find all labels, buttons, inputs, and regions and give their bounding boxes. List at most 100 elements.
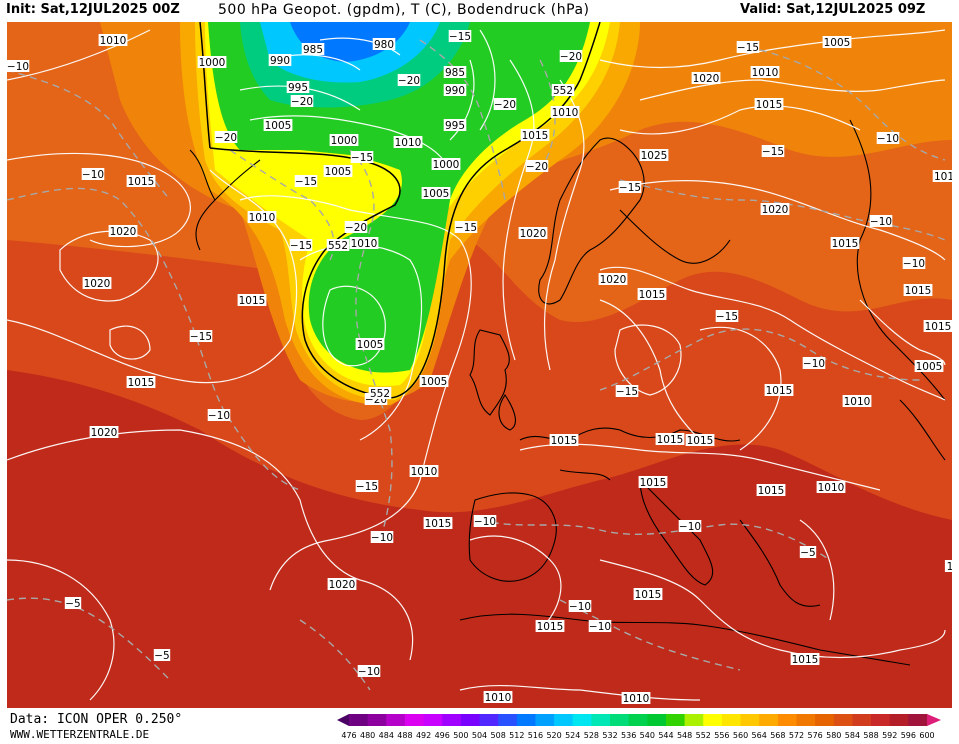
pressure-label: 1015 bbox=[535, 620, 565, 633]
temperature-label: −10 bbox=[473, 515, 497, 528]
svg-text:1015: 1015 bbox=[551, 435, 578, 447]
pressure-label: 990 bbox=[268, 54, 292, 67]
svg-text:1005: 1005 bbox=[421, 376, 448, 388]
svg-text:−20: −20 bbox=[398, 75, 420, 87]
pressure-label: 985 bbox=[301, 43, 325, 56]
legend-tick-label: 488 bbox=[397, 731, 412, 740]
legend-swatch bbox=[889, 714, 909, 726]
pressure-label: 1015 bbox=[423, 517, 453, 530]
legend-tick-label: 588 bbox=[863, 731, 878, 740]
temperature-label: −10 bbox=[869, 215, 893, 228]
svg-text:−10: −10 bbox=[208, 410, 230, 422]
pressure-label: 1015 bbox=[764, 384, 794, 397]
svg-text:1010: 1010 bbox=[552, 107, 579, 119]
svg-text:1005: 1005 bbox=[916, 361, 943, 373]
svg-text:1015: 1015 bbox=[537, 621, 564, 633]
pressure-label: 1010 bbox=[842, 395, 872, 408]
svg-text:1020: 1020 bbox=[84, 278, 111, 290]
legend-tick-label: 516 bbox=[528, 731, 543, 740]
legend-tick-label: 568 bbox=[770, 731, 785, 740]
legend-tick-label: 544 bbox=[658, 731, 673, 740]
temperature-label: −20 bbox=[525, 160, 549, 173]
temperature-label: −10 bbox=[81, 168, 105, 181]
pressure-label: 1015 bbox=[126, 376, 156, 389]
svg-text:1010: 1010 bbox=[818, 482, 845, 494]
legend-swatch bbox=[442, 714, 462, 726]
svg-text:1010: 1010 bbox=[351, 238, 378, 250]
pressure-label: 1005 bbox=[263, 119, 293, 132]
svg-text:1000: 1000 bbox=[199, 57, 226, 69]
svg-text:−20: −20 bbox=[526, 161, 548, 173]
svg-text:−10: −10 bbox=[474, 516, 496, 528]
svg-text:1005: 1005 bbox=[265, 120, 292, 132]
data-source-label: Data: ICON OPER 0.250° bbox=[10, 712, 183, 727]
legend-swatch bbox=[479, 714, 499, 726]
legend-swatch bbox=[572, 714, 592, 726]
pressure-label: 1 bbox=[944, 560, 952, 573]
legend-swatch bbox=[721, 714, 742, 726]
legend-tick-label: 576 bbox=[807, 731, 822, 740]
pressure-label: 1015 bbox=[830, 237, 860, 250]
svg-text:1005: 1005 bbox=[325, 166, 352, 178]
svg-text:1015: 1015 bbox=[657, 434, 684, 446]
coastlines bbox=[189, 119, 946, 666]
legend-swatch bbox=[349, 714, 369, 726]
map-header: Init: Sat,12JUL2025 00Z 500 hPa Geopot. … bbox=[0, 0, 959, 22]
pressure-label: 1005 bbox=[419, 375, 449, 388]
svg-text:1010: 1010 bbox=[395, 137, 422, 149]
legend-swatch bbox=[423, 714, 443, 726]
legend-tick-label: 548 bbox=[677, 731, 692, 740]
legend-swatch bbox=[591, 714, 611, 726]
legend-tick-label: 476 bbox=[341, 731, 356, 740]
pressure-label: 1010 bbox=[393, 136, 423, 149]
valid-time-label: Valid: Sat,12JUL2025 09Z bbox=[740, 2, 926, 17]
pressure-label: 101 bbox=[932, 170, 952, 183]
pressure-label: 1015 bbox=[549, 434, 579, 447]
temperature-label: −15 bbox=[189, 330, 213, 343]
isobars bbox=[7, 29, 946, 701]
svg-text:1005: 1005 bbox=[824, 37, 851, 49]
temperature-label: −10 bbox=[876, 132, 900, 145]
legend-swatch bbox=[628, 714, 648, 726]
legend-swatch bbox=[815, 714, 835, 726]
svg-text:−15: −15 bbox=[356, 481, 378, 493]
svg-text:990: 990 bbox=[270, 55, 290, 67]
temperature-label: −15 bbox=[355, 480, 379, 493]
temperature-label: −20 bbox=[344, 221, 368, 234]
pressure-label: 1000 bbox=[329, 134, 359, 147]
pressure-label: 1010 bbox=[247, 211, 277, 224]
color-legend: 476 480 484 488 492 496 500 504 508 512 516 520 524 5… bbox=[335, 712, 957, 740]
legend-tick-label: 512 bbox=[509, 731, 524, 740]
legend-swatch bbox=[535, 714, 555, 726]
legend-swatch bbox=[516, 714, 536, 726]
pressure-label: 1010 bbox=[621, 692, 651, 705]
svg-text:1: 1 bbox=[947, 561, 952, 573]
pressure-label: 1020 bbox=[82, 277, 112, 290]
pressure-label: 1010 bbox=[483, 691, 513, 704]
pressure-label: 1015 bbox=[685, 434, 715, 447]
temperature-label: −10 bbox=[207, 409, 231, 422]
pressure-label: 995 bbox=[286, 81, 310, 94]
svg-text:1010: 1010 bbox=[249, 212, 276, 224]
pressure-label: 1020 bbox=[518, 227, 548, 240]
legend-tick-label: 560 bbox=[733, 731, 748, 740]
pressure-label: 1015 bbox=[903, 284, 933, 297]
pressure-label: 985 bbox=[443, 66, 467, 79]
temperature-label: −15 bbox=[289, 239, 313, 252]
svg-text:−15: −15 bbox=[295, 176, 317, 188]
temperature-label: −15 bbox=[618, 181, 642, 194]
svg-text:1020: 1020 bbox=[600, 274, 627, 286]
temperature-label: −10 bbox=[802, 357, 826, 370]
pressure-label: 1015 bbox=[756, 484, 786, 497]
temperature-label: −5 bbox=[64, 597, 82, 610]
svg-text:1005: 1005 bbox=[423, 188, 450, 200]
svg-text:−15: −15 bbox=[619, 182, 641, 194]
svg-text:995: 995 bbox=[288, 82, 308, 94]
temperature-label: −20 bbox=[214, 131, 238, 144]
svg-text:−20: −20 bbox=[494, 99, 516, 111]
legend-swatch bbox=[367, 714, 387, 726]
svg-text:1015: 1015 bbox=[832, 238, 859, 250]
pressure-label: 1015 bbox=[126, 175, 156, 188]
temperature-label: −10 bbox=[370, 531, 394, 544]
pressure-label: 1005 bbox=[914, 360, 944, 373]
